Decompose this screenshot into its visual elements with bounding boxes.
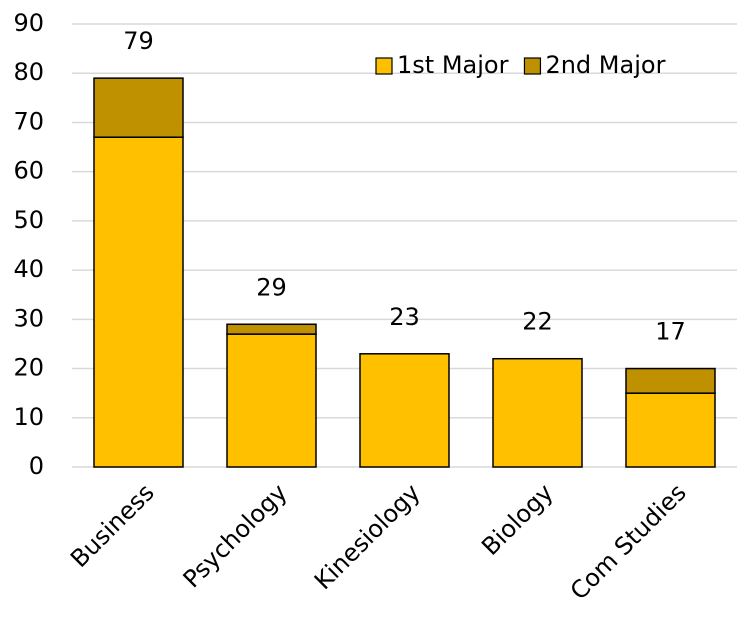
bar-segment bbox=[492, 357, 583, 468]
legend-label: 2nd Major bbox=[545, 51, 665, 79]
y-tick-label: 70 bbox=[13, 107, 44, 135]
bar-segment bbox=[93, 136, 184, 468]
total-label: 17 bbox=[655, 318, 686, 346]
bar-segment bbox=[625, 367, 716, 394]
y-tick-label: 20 bbox=[13, 354, 44, 382]
y-tick-label: 0 bbox=[29, 452, 44, 480]
x-tick-label: Biology bbox=[476, 478, 558, 560]
bar-segment bbox=[226, 323, 317, 335]
x-tick-label: Psychology bbox=[178, 478, 293, 593]
x-tick-label: Kinesiology bbox=[309, 478, 426, 595]
total-label: 29 bbox=[256, 273, 287, 301]
bar-segment bbox=[226, 333, 317, 468]
total-label: 22 bbox=[522, 308, 553, 336]
bar-segment bbox=[359, 353, 450, 468]
y-tick-label: 40 bbox=[13, 255, 44, 283]
legend-swatch bbox=[523, 57, 542, 75]
bar-segment bbox=[93, 77, 184, 138]
y-tick-label: 60 bbox=[13, 157, 44, 185]
total-label: 79 bbox=[123, 27, 154, 55]
y-tick-label: 30 bbox=[13, 304, 44, 332]
total-label: 23 bbox=[389, 303, 420, 331]
legend-swatch bbox=[375, 57, 393, 75]
y-tick-label: 10 bbox=[13, 403, 44, 431]
y-tick-label: 80 bbox=[13, 58, 44, 86]
y-tick-label: 90 bbox=[13, 9, 44, 37]
legend-label: 1st Major bbox=[397, 51, 509, 79]
bar-segment bbox=[625, 392, 716, 468]
y-tick-label: 50 bbox=[13, 206, 44, 234]
x-tick-label: Com Studies bbox=[565, 478, 692, 605]
x-tick-label: Business bbox=[65, 478, 160, 573]
